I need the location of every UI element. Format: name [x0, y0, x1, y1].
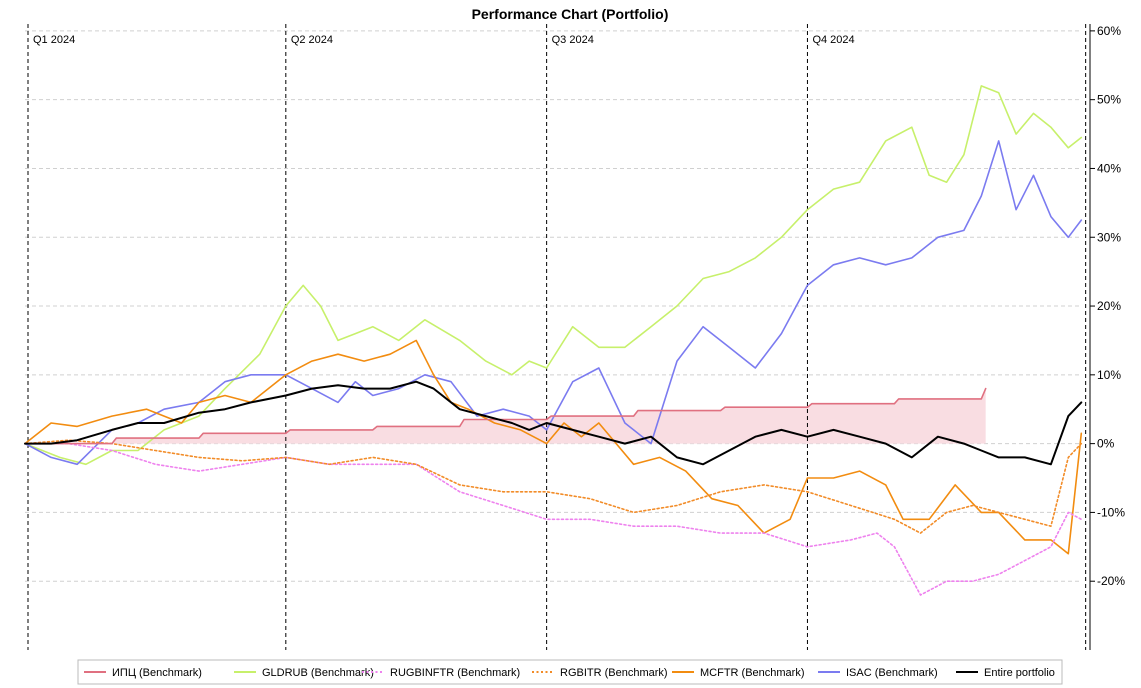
- benchmark-fill-area: [25, 388, 986, 444]
- y-tick-label-2: 0%: [1097, 437, 1115, 451]
- quarter-label-2: Q3 2024: [552, 34, 594, 46]
- legend-label-0: ИПЦ (Benchmark): [112, 667, 202, 679]
- legend: ИПЦ (Benchmark) GLDRUB (Benchmark) RUGBINF…: [77, 659, 1063, 685]
- series-lines: [24, 85, 1083, 596]
- legend-label-5: ISAC (Benchmark): [846, 667, 938, 679]
- quarter-label-0: Q1 2024: [33, 34, 75, 46]
- legend-label-3: RGBITR (Benchmark): [560, 667, 668, 679]
- series-line-3: [24, 439, 1083, 534]
- y-tick-label-6: 40%: [1097, 161, 1121, 175]
- y-tick-label-8: 60%: [1097, 24, 1121, 38]
- series-line-5: [24, 140, 1083, 466]
- quarter-label-3: Q4 2024: [812, 34, 854, 46]
- series-line-2: [24, 442, 1083, 596]
- series-line-1: [24, 85, 1083, 466]
- legend-label-1: GLDRUB (Benchmark): [262, 667, 374, 679]
- legend-label-2: RUGBINFTR (Benchmark): [390, 667, 520, 679]
- legend-label-6: Entire portfolio: [984, 667, 1055, 679]
- legend-label-4: MCFTR (Benchmark): [700, 667, 805, 679]
- y-tick-label-3: 10%: [1097, 368, 1121, 382]
- series-line-6: [24, 380, 1083, 466]
- y-tick-label-4: 20%: [1097, 299, 1121, 313]
- gridlines: [25, 30, 1082, 582]
- series-line-0: [24, 387, 987, 445]
- y-axis: -20% -10% 0% 10% 20% 30% 40% 50% 60%: [1089, 24, 1125, 650]
- series-fill-0: [25, 388, 986, 444]
- chart-title: Performance Chart (Portfolio): [472, 6, 669, 22]
- series-line-4: [24, 339, 1083, 555]
- quarter-label-1: Q2 2024: [291, 34, 333, 46]
- y-tick-label-1: -10%: [1097, 505, 1125, 519]
- y-tick-label-0: -20%: [1097, 574, 1125, 588]
- y-tick-label-5: 30%: [1097, 230, 1121, 244]
- quarter-markers: Q1 2024 Q2 2024 Q3 2024 Q4 2024: [27, 24, 1087, 650]
- y-tick-label-7: 50%: [1097, 93, 1121, 107]
